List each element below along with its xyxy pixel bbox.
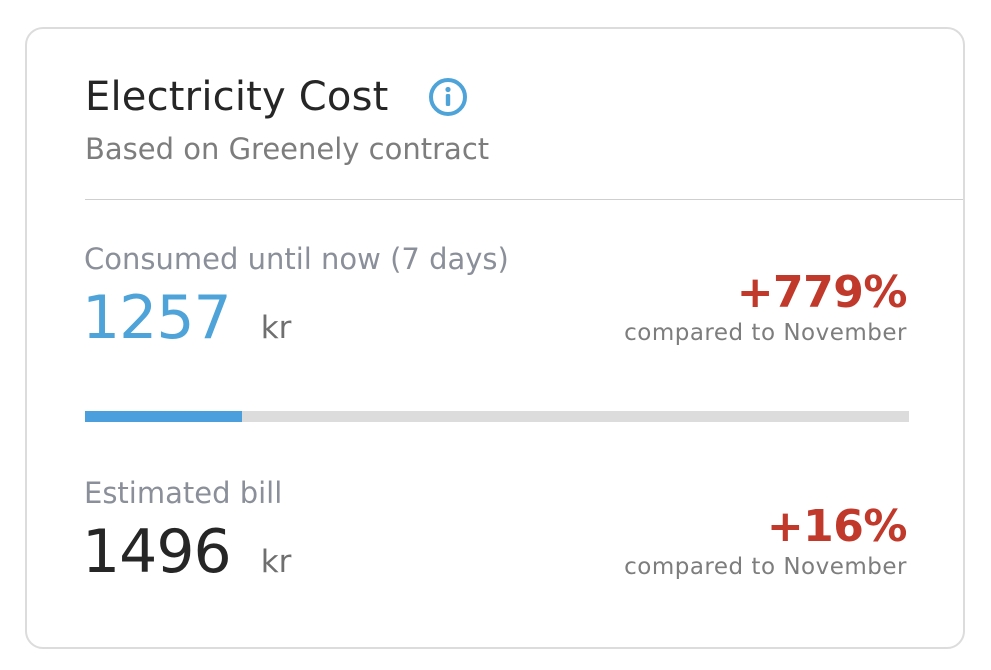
consumed-delta: +779% compared to November <box>624 267 907 347</box>
estimated-delta-value: +16% <box>766 501 908 552</box>
consumed-amount: 1257 <box>82 283 232 353</box>
estimated-amount: 1496 <box>82 517 232 587</box>
card-header: Electricity Cost <box>85 73 469 121</box>
consumed-unit: kr <box>260 310 292 346</box>
header-divider <box>85 199 963 200</box>
card-subtitle: Based on Greenely contract <box>85 132 490 166</box>
info-icon[interactable] <box>427 76 469 118</box>
estimated-amount-row: 1496 kr <box>82 517 291 587</box>
consumed-delta-caption: compared to November <box>624 320 907 346</box>
consumed-amount-row: 1257 kr <box>82 283 291 353</box>
estimated-delta: +16% compared to November <box>624 501 907 581</box>
estimated-delta-caption: compared to November <box>624 554 907 580</box>
estimated-label: Estimated bill <box>84 476 283 510</box>
consumption-progress-fill <box>85 411 242 422</box>
consumption-progress-bar <box>85 411 909 422</box>
electricity-cost-card: Electricity Cost Based on Greenely contr… <box>25 27 965 649</box>
estimated-unit: kr <box>260 544 292 580</box>
consumed-delta-value: +779% <box>736 267 908 318</box>
consumed-label: Consumed until now (7 days) <box>84 242 509 276</box>
card-title: Electricity Cost <box>85 74 389 120</box>
